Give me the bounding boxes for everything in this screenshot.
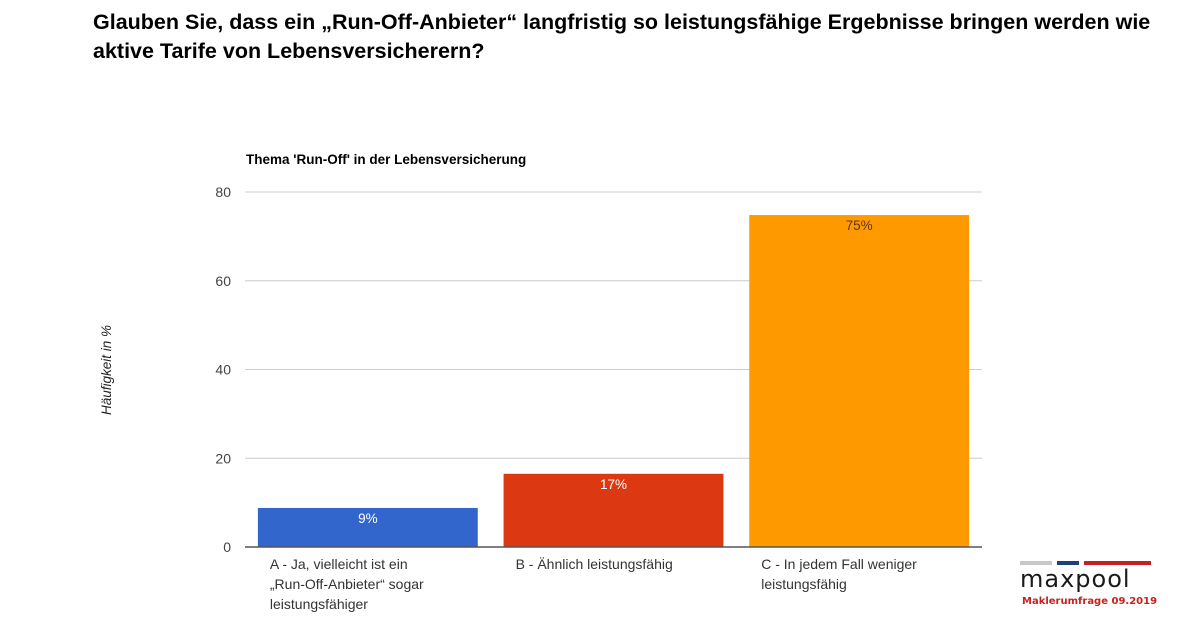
chart-title: Thema 'Run-Off' in der Lebensversicherun…	[246, 152, 526, 167]
bar	[257, 507, 478, 547]
x-tick-label: C - In jedem Fall weniger	[761, 556, 917, 572]
data-label: 75%	[846, 218, 873, 233]
maxpool-logo: maxpool Maklerumfrage 09.2019	[1018, 561, 1157, 613]
y-tick-label: 60	[215, 273, 231, 289]
x-tick-label: leistungsfähig	[761, 576, 847, 592]
logo-subtitle: Maklerumfrage 09.2019	[1022, 596, 1158, 607]
y-tick-label: 40	[215, 362, 231, 378]
data-label: 17%	[600, 477, 627, 492]
x-tick-label: A - Ja, vielleicht ist ein	[270, 556, 408, 572]
logo-stripe-gray	[1020, 561, 1052, 565]
bars	[257, 215, 970, 547]
x-tick-label: B - Ähnlich leistungsfähig	[516, 556, 673, 572]
y-axis-ticks: 0 20 40 60 80	[215, 184, 231, 555]
logo-stripe-blue	[1057, 561, 1079, 565]
x-axis-labels: A - Ja, vielleicht ist ein „Run-Off-Anbie…	[270, 556, 917, 612]
y-tick-label: 80	[215, 184, 231, 200]
y-tick-label: 20	[215, 450, 231, 466]
y-axis-label: Häufigkeit in %	[99, 325, 114, 415]
x-tick-label: leistungsfähiger	[270, 596, 368, 612]
bar	[503, 473, 724, 547]
data-labels: 9% 17% 75%	[358, 218, 873, 526]
bar	[749, 215, 970, 547]
x-tick-label: „Run-Off-Anbieter“ sogar	[270, 576, 424, 592]
logo-stripes	[1020, 561, 1151, 565]
survey-question-headline: Glauben Sie, dass ein „Run-Off-Anbieter“…	[93, 10, 1151, 63]
y-tick-label: 0	[223, 539, 231, 555]
data-label: 9%	[358, 511, 378, 526]
logo-wordmark: maxpool	[1020, 565, 1131, 593]
logo-stripe-red	[1084, 561, 1151, 565]
